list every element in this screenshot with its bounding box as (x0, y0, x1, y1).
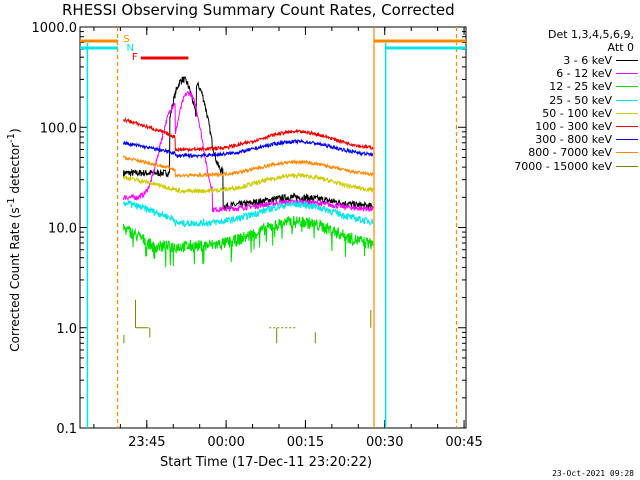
y-axis-label-wrap: Corrected Count Rate (s-1 detector-1) (5, 90, 23, 390)
flag-label: F (132, 52, 138, 63)
legend-swatch (616, 165, 638, 167)
x-axis-label: Start Time (17-Dec-11 23:20:22) (160, 455, 373, 470)
legend-swatch (616, 99, 638, 101)
x-tick-label: 00:15 (287, 435, 324, 450)
legend-label: 50 - 100 keV (542, 106, 612, 120)
y-tick-label: 0.1 (56, 422, 77, 437)
legend-entry: 25 - 50 keV (470, 94, 638, 107)
y-tick-label: 10.0 (48, 222, 77, 237)
legend-label: 25 - 50 keV (549, 93, 612, 107)
legend-entry: 50 - 100 keV (470, 107, 638, 120)
x-tick-label: 00:30 (366, 435, 403, 450)
x-tick-label: 00:45 (445, 435, 482, 450)
legend-label: 300 - 800 keV (535, 133, 612, 147)
legend-swatch (616, 139, 638, 141)
legend-entry: 100 - 300 keV (470, 120, 638, 133)
y-tick-label: 1000.0 (32, 21, 78, 36)
series-line (122, 76, 374, 211)
legend-entry: 12 - 25 keV (470, 80, 638, 93)
y-axis-label-text: Corrected Count Rate (s (8, 207, 22, 352)
series-line (122, 90, 374, 213)
y-tick-label: 1.0 (56, 322, 77, 337)
series-line (122, 117, 374, 153)
legend-swatch (616, 73, 638, 75)
flag-label: S (123, 34, 129, 45)
legend-swatch (616, 86, 638, 88)
series-line (122, 171, 374, 194)
legend-label: 7000 - 15000 keV (514, 159, 612, 173)
legend-header-line-2: Att 0 (607, 41, 634, 54)
series-line (122, 138, 374, 160)
legend-swatch (616, 152, 638, 154)
legend-entry: 3 - 6 keV (470, 54, 638, 67)
legend: 3 - 6 keV 6 - 12 keV 12 - 25 keV 25 - 50… (470, 54, 638, 173)
legend-header: Det 1,3,4,5,6,9, Att 0 (488, 28, 634, 54)
y-axis-label: Corrected Count Rate (s-1 detector-1) (6, 128, 22, 351)
y-axis-label-suffix: detector (8, 142, 22, 198)
series-line (122, 199, 374, 228)
legend-entry: 6 - 12 keV (470, 67, 638, 80)
legend-entry: 7000 - 15000 keV (470, 160, 638, 173)
legend-entry: 300 - 800 keV (470, 133, 638, 146)
legend-label: 12 - 25 keV (549, 80, 612, 94)
x-tick-label: 00:00 (207, 435, 244, 450)
legend-entry: 800 - 7000 keV (470, 146, 638, 159)
y-tick-label: 100.0 (40, 121, 77, 136)
y-axis-label-sup: -1 (6, 197, 17, 208)
legend-swatch (616, 126, 638, 128)
data-region: SNF (80, 27, 466, 428)
legend-header-line-1: Det 1,3,4,5,6,9, (547, 28, 634, 41)
flag-label: N (127, 43, 134, 54)
y-axis-label-sup-2: -1 (6, 132, 17, 143)
y-axis-label-close: ) (8, 128, 22, 133)
x-tick-label: 23:45 (128, 435, 165, 450)
legend-swatch (616, 112, 638, 114)
legend-label: 3 - 6 keV (563, 54, 612, 68)
legend-label: 6 - 12 keV (556, 67, 612, 81)
legend-swatch (616, 60, 638, 62)
timestamp: 23-Oct-2021 09:28 (552, 469, 634, 478)
series-line (122, 215, 374, 268)
legend-label: 100 - 300 keV (535, 120, 612, 134)
series-line (122, 154, 374, 179)
axes: 0.1 1.0 10.0 100.0 1000.0 23:45 00:00 00:15 00:3… (32, 21, 483, 450)
chart-title: RHESSI Observing Summary Count Rates, Co… (62, 1, 455, 19)
legend-label: 800 - 7000 keV (528, 146, 612, 160)
